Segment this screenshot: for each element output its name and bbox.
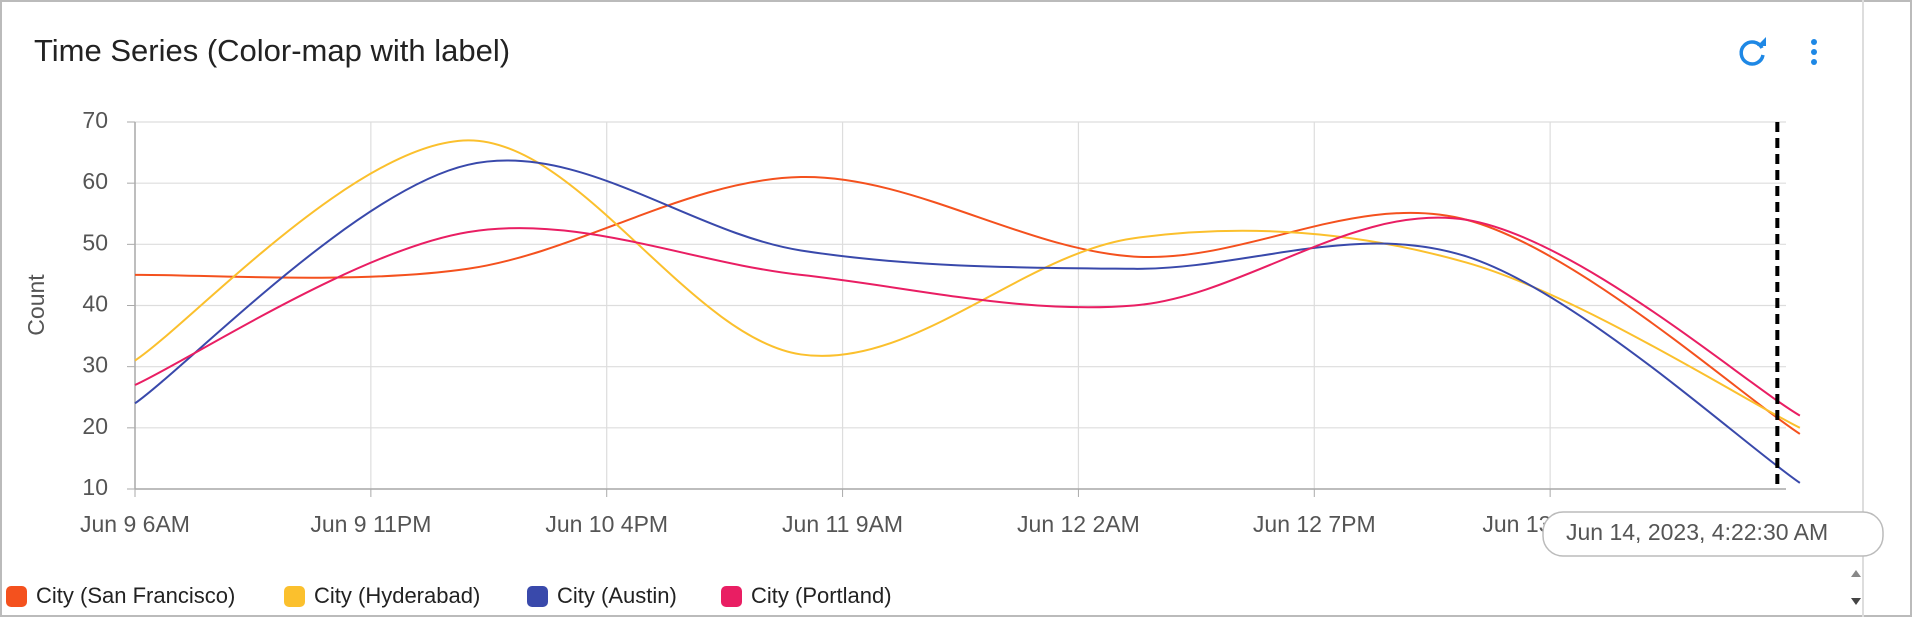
refresh-arrow xyxy=(1757,37,1766,46)
series-line xyxy=(134,159,1801,484)
cursor-tooltip xyxy=(1542,511,1884,557)
legend-swatch xyxy=(6,586,27,607)
x-tick-label: Jun 9 11PM xyxy=(310,511,431,537)
refresh-arc xyxy=(1739,40,1765,66)
y-tick-label: 50 xyxy=(82,229,108,255)
series-line xyxy=(134,139,1801,429)
legend-text: City (Austin) xyxy=(557,583,677,608)
legend-text: City (Hyderabad) xyxy=(314,583,480,608)
legend-item[interactable]: City (San Francisco) xyxy=(6,583,235,608)
legend-swatch xyxy=(721,586,742,607)
legend-item[interactable]: City (Portland) xyxy=(721,583,892,608)
legend-text: City (Portland) xyxy=(751,583,892,608)
refresh-icon[interactable] xyxy=(1739,37,1766,66)
x-tick-label: Jun 12 2AM xyxy=(1017,511,1140,537)
legend-item[interactable]: City (Hyderabad) xyxy=(284,583,480,608)
menu-icon[interactable] xyxy=(1811,39,1817,65)
legend-text: City (San Francisco) xyxy=(36,583,235,608)
y-tick-label: 40 xyxy=(82,291,108,317)
scroll-up[interactable] xyxy=(1851,570,1861,577)
menu-dot xyxy=(1811,59,1817,65)
y-tick-label: 20 xyxy=(82,413,108,439)
x-tick-label: Jun 12 7PM xyxy=(1253,511,1376,537)
menu-dot xyxy=(1811,39,1817,45)
y-tick-label: 70 xyxy=(82,107,108,133)
series-line xyxy=(134,216,1801,417)
menu-dot xyxy=(1811,49,1817,55)
y-tick-label: 10 xyxy=(82,474,108,500)
x-tick-label: Jun 11 9AM xyxy=(782,511,903,537)
y-tick-label: 60 xyxy=(82,168,108,194)
legend-item[interactable]: City (Austin) xyxy=(527,583,677,608)
cursor-label: Jun 14, 2023, 4:22:30 AM xyxy=(1566,519,1828,545)
chart-title: Time Series (Color-map with label) xyxy=(34,33,510,68)
series-line xyxy=(134,176,1801,435)
legend-swatch xyxy=(284,586,305,607)
x-tick-label: Jun 10 4PM xyxy=(545,511,668,537)
y-axis-label: Count xyxy=(23,274,49,336)
y-tick-label: 30 xyxy=(82,352,108,378)
scroll-down[interactable] xyxy=(1851,598,1861,605)
x-tick-label: Jun 9 6AM xyxy=(80,511,190,537)
legend-swatch xyxy=(527,586,548,607)
